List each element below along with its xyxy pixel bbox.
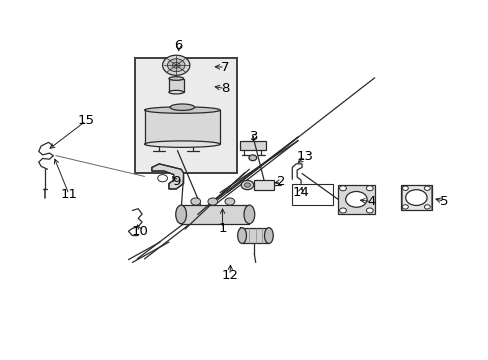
Circle shape	[402, 186, 407, 190]
Text: 4: 4	[366, 195, 375, 208]
Circle shape	[424, 205, 429, 209]
Circle shape	[405, 190, 426, 206]
Text: 5: 5	[439, 195, 448, 208]
Circle shape	[190, 198, 200, 205]
Circle shape	[162, 55, 189, 75]
Ellipse shape	[168, 77, 183, 80]
Text: 10: 10	[131, 225, 148, 238]
Bar	[239, 141, 266, 150]
Circle shape	[158, 175, 167, 182]
Ellipse shape	[170, 104, 194, 111]
Text: 8: 8	[221, 82, 229, 95]
Bar	[400, 185, 431, 211]
Ellipse shape	[144, 107, 220, 113]
Circle shape	[345, 192, 366, 207]
Circle shape	[207, 198, 217, 205]
Bar	[401, 185, 430, 210]
Circle shape	[244, 183, 250, 187]
Text: 12: 12	[221, 269, 238, 282]
Bar	[135, 58, 237, 173]
Circle shape	[241, 180, 253, 190]
Bar	[181, 205, 249, 224]
Text: 1: 1	[218, 222, 226, 235]
Circle shape	[366, 186, 372, 191]
Bar	[291, 184, 332, 205]
Ellipse shape	[175, 205, 186, 224]
Circle shape	[339, 208, 346, 213]
Text: 3: 3	[249, 130, 258, 144]
Ellipse shape	[244, 205, 254, 224]
Bar	[135, 58, 237, 173]
Text: 6: 6	[174, 39, 183, 52]
Text: 11: 11	[61, 188, 77, 201]
Circle shape	[172, 62, 180, 68]
Circle shape	[339, 186, 346, 191]
Ellipse shape	[144, 141, 220, 147]
Ellipse shape	[237, 228, 246, 243]
Circle shape	[424, 186, 429, 190]
Text: 13: 13	[296, 150, 313, 163]
Bar	[242, 228, 268, 243]
Ellipse shape	[264, 228, 273, 243]
Text: 14: 14	[291, 186, 308, 199]
Text: 9: 9	[172, 175, 180, 188]
Bar	[337, 185, 374, 214]
Ellipse shape	[168, 90, 183, 94]
Circle shape	[366, 208, 372, 213]
Text: 15: 15	[78, 114, 94, 127]
Circle shape	[167, 59, 184, 72]
Circle shape	[248, 155, 256, 161]
Bar	[168, 78, 183, 92]
Circle shape	[402, 205, 407, 209]
Bar	[254, 180, 273, 190]
Bar	[144, 110, 220, 144]
Text: 2: 2	[276, 175, 285, 188]
Circle shape	[224, 198, 234, 205]
Polygon shape	[152, 164, 183, 189]
Text: 7: 7	[220, 60, 229, 73]
